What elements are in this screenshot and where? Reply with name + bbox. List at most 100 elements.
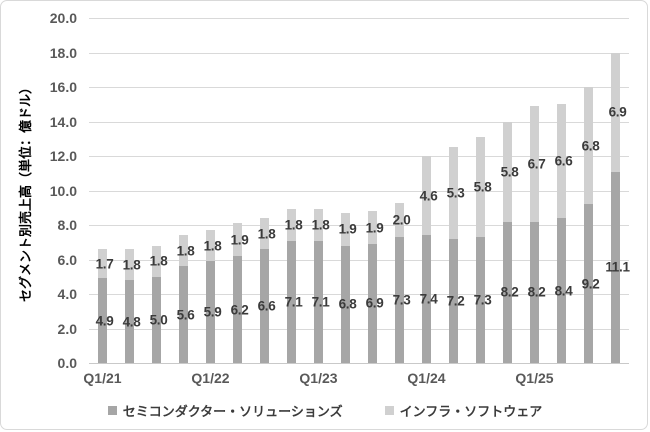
bar-segment-semiconductor-solutions (260, 249, 269, 363)
bar-segment-infrastructure-software (395, 202, 404, 238)
legend-item: セミコンダクター・ソリューションズ (107, 401, 343, 420)
data-label-semiconductor-solutions: 9.2 (581, 276, 600, 292)
gridline (89, 294, 629, 295)
data-label-semiconductor-solutions: 4.9 (95, 313, 114, 329)
bar-segment-infrastructure-software (98, 249, 107, 279)
bar-segment-semiconductor-solutions (584, 204, 593, 363)
bar-segment-infrastructure-software (368, 211, 377, 244)
bar-segment-infrastructure-software (125, 249, 134, 281)
data-label-semiconductor-solutions: 5.6 (176, 307, 195, 323)
bar-segment-infrastructure-software (611, 52, 620, 172)
legend-marker-icon (384, 406, 394, 415)
y-tick-label: 18.0 (49, 44, 77, 61)
data-label-infrastructure-software: 1.8 (203, 238, 222, 254)
bar-segment-semiconductor-solutions (179, 266, 188, 363)
bar-segment-infrastructure-software (152, 245, 161, 277)
y-tick-label: 14.0 (49, 113, 77, 130)
bar-segment-semiconductor-solutions (314, 240, 323, 363)
data-label-semiconductor-solutions: 8.2 (500, 284, 519, 300)
bar-segment-semiconductor-solutions (341, 245, 350, 363)
data-label-semiconductor-solutions: 7.3 (392, 292, 411, 308)
bar-segment-semiconductor-solutions (530, 221, 539, 363)
data-label-infrastructure-software: 6.6 (554, 153, 573, 169)
gridline (89, 121, 629, 123)
bar-segment-semiconductor-solutions (98, 278, 107, 363)
data-label-semiconductor-solutions: 8.4 (554, 283, 573, 299)
y-tick-label: 20.0 (49, 10, 77, 26)
bar-segment-infrastructure-software (476, 137, 485, 238)
data-label-infrastructure-software: 5.3 (446, 185, 465, 201)
bar-segment-infrastructure-software (233, 223, 242, 257)
bar-segment-infrastructure-software (206, 230, 215, 262)
y-tick-label: 16.0 (49, 79, 77, 95)
data-label-semiconductor-solutions: 5.0 (149, 312, 168, 328)
data-label-semiconductor-solutions: 6.8 (338, 296, 357, 312)
data-label-infrastructure-software: 1.8 (284, 217, 303, 233)
legend-marker-icon (107, 406, 117, 415)
legend: セミコンダクター・ソリューションズ インフラ・ソフトウェア (1, 401, 649, 420)
bar-segment-semiconductor-solutions (476, 237, 485, 363)
gridline (89, 18, 629, 19)
x-tick-label: Q1/21 (83, 370, 122, 386)
y-tick-label: 10.0 (49, 182, 77, 199)
y-tick-label: 6.0 (57, 251, 77, 268)
data-label-semiconductor-solutions: 7.1 (284, 294, 303, 310)
data-label-semiconductor-solutions: 5.9 (203, 304, 222, 320)
data-label-infrastructure-software: 6.7 (527, 156, 546, 172)
data-label-infrastructure-software: 1.8 (176, 243, 195, 259)
gridline (89, 328, 629, 330)
bar-segment-infrastructure-software (584, 87, 593, 205)
y-tick-label: 4.0 (57, 286, 77, 302)
bar-segment-infrastructure-software (341, 212, 350, 246)
bar-segment-infrastructure-software (179, 235, 188, 267)
data-label-semiconductor-solutions: 7.3 (473, 292, 492, 308)
bar-segment-semiconductor-solutions (206, 261, 215, 363)
data-label-semiconductor-solutions: 6.2 (230, 302, 249, 318)
data-label-infrastructure-software: 1.8 (149, 253, 168, 269)
data-label-infrastructure-software: 1.8 (311, 217, 330, 233)
gridline (89, 87, 629, 88)
bar-segment-semiconductor-solutions (395, 237, 404, 363)
data-label-infrastructure-software: 2.0 (392, 212, 411, 228)
bar-segment-infrastructure-software (287, 209, 296, 241)
bar-segment-infrastructure-software (557, 104, 566, 219)
bar-segment-semiconductor-solutions (152, 276, 161, 363)
data-label-infrastructure-software: 1.8 (122, 257, 141, 273)
gridline (89, 52, 629, 54)
data-label-infrastructure-software: 1.7 (95, 256, 114, 272)
bar-segment-semiconductor-solutions (233, 256, 242, 363)
bar-segment-infrastructure-software (314, 209, 323, 241)
plot-area: 4.9 1.7 4.8 1.8 5.0 1.8 5.6 1.8 5.9 1.8 6.2 1.9 6.6 1… (89, 18, 630, 364)
data-label-semiconductor-solutions: 6.9 (365, 295, 384, 311)
data-label-infrastructure-software: 1.9 (338, 221, 357, 237)
bar-segment-infrastructure-software (530, 105, 539, 222)
x-tick-label: Q1/22 (191, 370, 230, 386)
data-label-infrastructure-software: 6.8 (581, 138, 600, 154)
gridline (89, 259, 629, 261)
data-label-infrastructure-software: 5.8 (473, 179, 492, 195)
legend-label: セミコンダクター・ソリューションズ (122, 404, 343, 419)
x-tick-label: Q1/23 (299, 370, 338, 386)
data-label-semiconductor-solutions: 7.1 (311, 294, 330, 310)
data-label-semiconductor-solutions: 11.1 (605, 259, 630, 275)
gridline (89, 225, 629, 226)
y-tick-label: 2.0 (57, 320, 77, 337)
bar-segment-semiconductor-solutions (125, 280, 134, 363)
bar-segment-semiconductor-solutions (503, 221, 512, 363)
gridline (89, 190, 629, 192)
bar-segment-infrastructure-software (503, 121, 512, 222)
bar-segment-semiconductor-solutions (611, 171, 620, 363)
data-label-infrastructure-software: 1.8 (257, 226, 276, 242)
bar-segment-semiconductor-solutions (422, 235, 431, 363)
bar-segment-infrastructure-software (449, 147, 458, 239)
gridline (89, 156, 629, 157)
data-label-infrastructure-software: 5.8 (500, 164, 519, 180)
bar-segment-semiconductor-solutions (557, 218, 566, 363)
bar-segment-semiconductor-solutions (449, 238, 458, 363)
y-tick-label: 0.0 (57, 355, 77, 371)
data-label-semiconductor-solutions: 4.8 (122, 314, 141, 330)
y-tick-label: 12.0 (49, 148, 77, 164)
data-label-semiconductor-solutions: 8.2 (527, 284, 546, 300)
y-tick-label: 8.0 (57, 217, 77, 233)
